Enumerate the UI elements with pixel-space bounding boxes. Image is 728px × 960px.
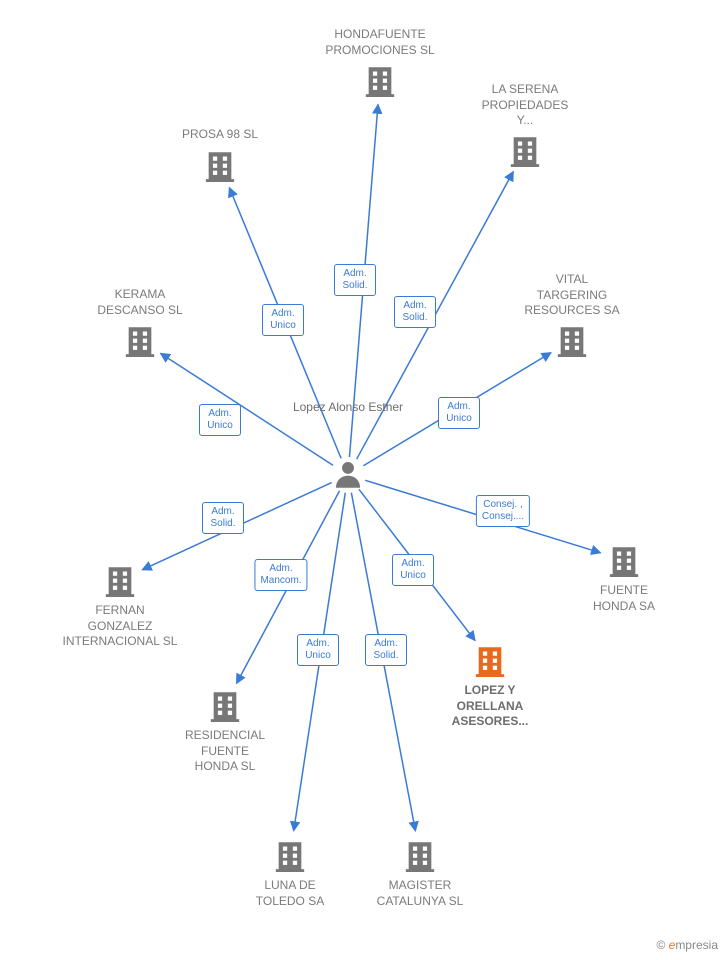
company-node-label: KERAMA DESCANSO SL bbox=[97, 287, 182, 318]
center-person-label: Lopez Alonso Esther bbox=[293, 400, 403, 416]
company-node-icon[interactable] bbox=[103, 563, 137, 597]
company-node-icon[interactable] bbox=[123, 323, 157, 357]
edge-label: Adm. Unico bbox=[438, 397, 480, 429]
edge-label: Adm. Solid. bbox=[202, 502, 244, 534]
company-node-icon[interactable] bbox=[403, 838, 437, 872]
edge-label: Adm. Unico bbox=[199, 404, 241, 436]
brand-name: empresia bbox=[669, 938, 718, 952]
company-node-icon[interactable] bbox=[555, 323, 589, 357]
center-person-icon[interactable] bbox=[331, 458, 365, 492]
company-node-icon[interactable] bbox=[203, 148, 237, 182]
copyright-symbol: © bbox=[656, 938, 665, 952]
company-node-label: LA SERENA PROPIEDADES Y... bbox=[482, 82, 569, 129]
edge-label: Adm. Unico bbox=[392, 554, 434, 586]
edge-label: Adm. Solid. bbox=[365, 634, 407, 666]
company-node-label: FUENTE HONDA SA bbox=[593, 583, 655, 614]
company-node-icon[interactable] bbox=[363, 63, 397, 97]
edge-label: Adm. Mancom. bbox=[254, 559, 307, 591]
company-node-icon[interactable] bbox=[508, 133, 542, 167]
company-node-icon[interactable] bbox=[208, 688, 242, 722]
footer-copyright: © empresia bbox=[656, 938, 718, 952]
company-node-label: RESIDENCIAL FUENTE HONDA SL bbox=[185, 728, 265, 775]
company-node-label: HONDAFUENTE PROMOCIONES SL bbox=[325, 27, 434, 58]
company-node-label: LOPEZ Y ORELLANA ASESORES... bbox=[452, 683, 529, 730]
company-node-label: VITAL TARGERING RESOURCES SA bbox=[524, 272, 619, 319]
edge-label: Adm. Solid. bbox=[394, 296, 436, 328]
edge-label: Adm. Solid. bbox=[334, 264, 376, 296]
edge-label: Adm. Unico bbox=[262, 304, 304, 336]
company-node-icon[interactable] bbox=[273, 838, 307, 872]
company-node-icon[interactable] bbox=[473, 643, 507, 677]
company-node-label: FERNAN GONZALEZ INTERNACIONAL SL bbox=[63, 603, 178, 650]
company-node-label: PROSA 98 SL bbox=[182, 127, 258, 143]
company-node-label: LUNA DE TOLEDO SA bbox=[256, 878, 324, 909]
company-node-icon[interactable] bbox=[607, 543, 641, 577]
company-node-label: MAGISTER CATALUNYA SL bbox=[377, 878, 464, 909]
edge-label: Adm. Unico bbox=[297, 634, 339, 666]
edge-label: Consej. , Consej.... bbox=[476, 495, 530, 527]
